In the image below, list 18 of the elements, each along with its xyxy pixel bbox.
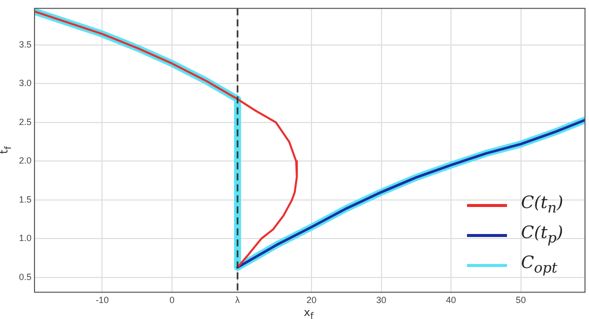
x-tick-label: λ — [235, 295, 240, 306]
y-tick-label: 1.5 — [18, 194, 32, 204]
y-tick-label: 0.5 — [18, 272, 32, 282]
y-tick-label: 2.5 — [18, 116, 32, 127]
y-tick-label: 1.0 — [18, 233, 32, 244]
legend-label: C(t$_{p}$) — [521, 223, 564, 247]
x-axis-title: x$_{f}$ — [304, 306, 314, 319]
y-tick-label: 3.0 — [18, 78, 32, 88]
x-tick-label: 30 — [376, 295, 386, 306]
legend-label: C$_{opt}$ — [521, 253, 558, 277]
x-tick-label: 20 — [306, 295, 317, 306]
x-tick-label: -10 — [96, 295, 109, 306]
x-tick-label: 40 — [446, 295, 456, 306]
x-tick-label: 50 — [516, 295, 526, 306]
x-tick-label: 0 — [169, 295, 174, 306]
legend-label: C(t$_{n}$) — [521, 193, 564, 217]
y-tick-label: 2.0 — [18, 156, 32, 166]
y-tick-label: 3.5 — [18, 39, 32, 50]
